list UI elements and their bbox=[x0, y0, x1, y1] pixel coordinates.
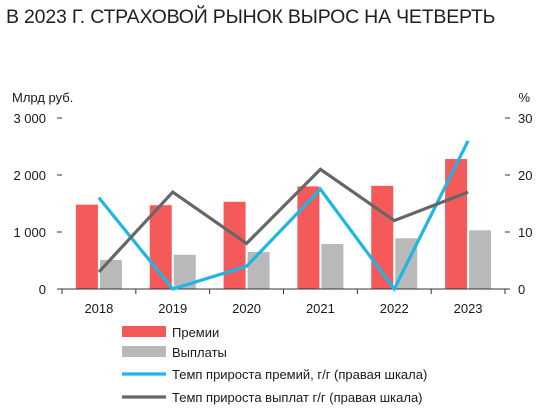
y-left-tick-label: 0 bbox=[39, 282, 46, 297]
y-right-tick-label: 0 bbox=[518, 282, 525, 297]
x-tick-label: 2023 bbox=[454, 301, 483, 316]
bar-vyplaty bbox=[173, 254, 196, 289]
y-right-tick-label: 20 bbox=[518, 168, 532, 183]
bar-premii bbox=[445, 159, 468, 289]
legend-label: Темп прироста премий, г/г (правая шкала) bbox=[172, 367, 427, 382]
legend-swatch bbox=[122, 326, 166, 337]
y-right-tick-label: 30 bbox=[518, 111, 532, 126]
x-tick-label: 2018 bbox=[84, 301, 113, 316]
bar-premii bbox=[297, 186, 320, 289]
x-tick-label: 2021 bbox=[306, 301, 335, 316]
bar-premii bbox=[223, 201, 246, 289]
chart-title: В 2023 Г. СТРАХОВОЙ РЫНОК ВЫРОС НА ЧЕТВЕ… bbox=[6, 6, 496, 28]
y-left-tick-label: 1 000 bbox=[13, 225, 46, 240]
y-left-tick-label: 2 000 bbox=[13, 168, 46, 183]
legend-label: Выплаты bbox=[172, 345, 227, 360]
line-temp-premii bbox=[97, 140, 470, 293]
line-temp-vyplat bbox=[97, 167, 469, 273]
y-right-axis-title: % bbox=[518, 90, 530, 105]
bar-vyplaty bbox=[469, 230, 492, 289]
bar-vyplaty bbox=[247, 251, 270, 289]
y-left-axis-title: Млрд руб. bbox=[12, 90, 73, 105]
legend-label: Темп прироста выплат г/г (правая шкала) bbox=[172, 390, 423, 405]
x-tick-label: 2022 bbox=[380, 301, 409, 316]
bar-vyplaty bbox=[321, 243, 344, 289]
x-tick-label: 2020 bbox=[232, 301, 261, 316]
legend-label: Премии bbox=[172, 325, 219, 340]
y-left-tick-label: 3 000 bbox=[13, 111, 46, 126]
y-right-tick-label: 10 bbox=[518, 225, 532, 240]
bar-vyplaty bbox=[99, 259, 122, 289]
legend-swatch bbox=[122, 346, 166, 357]
bar-premii bbox=[75, 204, 98, 289]
x-tick-label: 2019 bbox=[158, 301, 187, 316]
